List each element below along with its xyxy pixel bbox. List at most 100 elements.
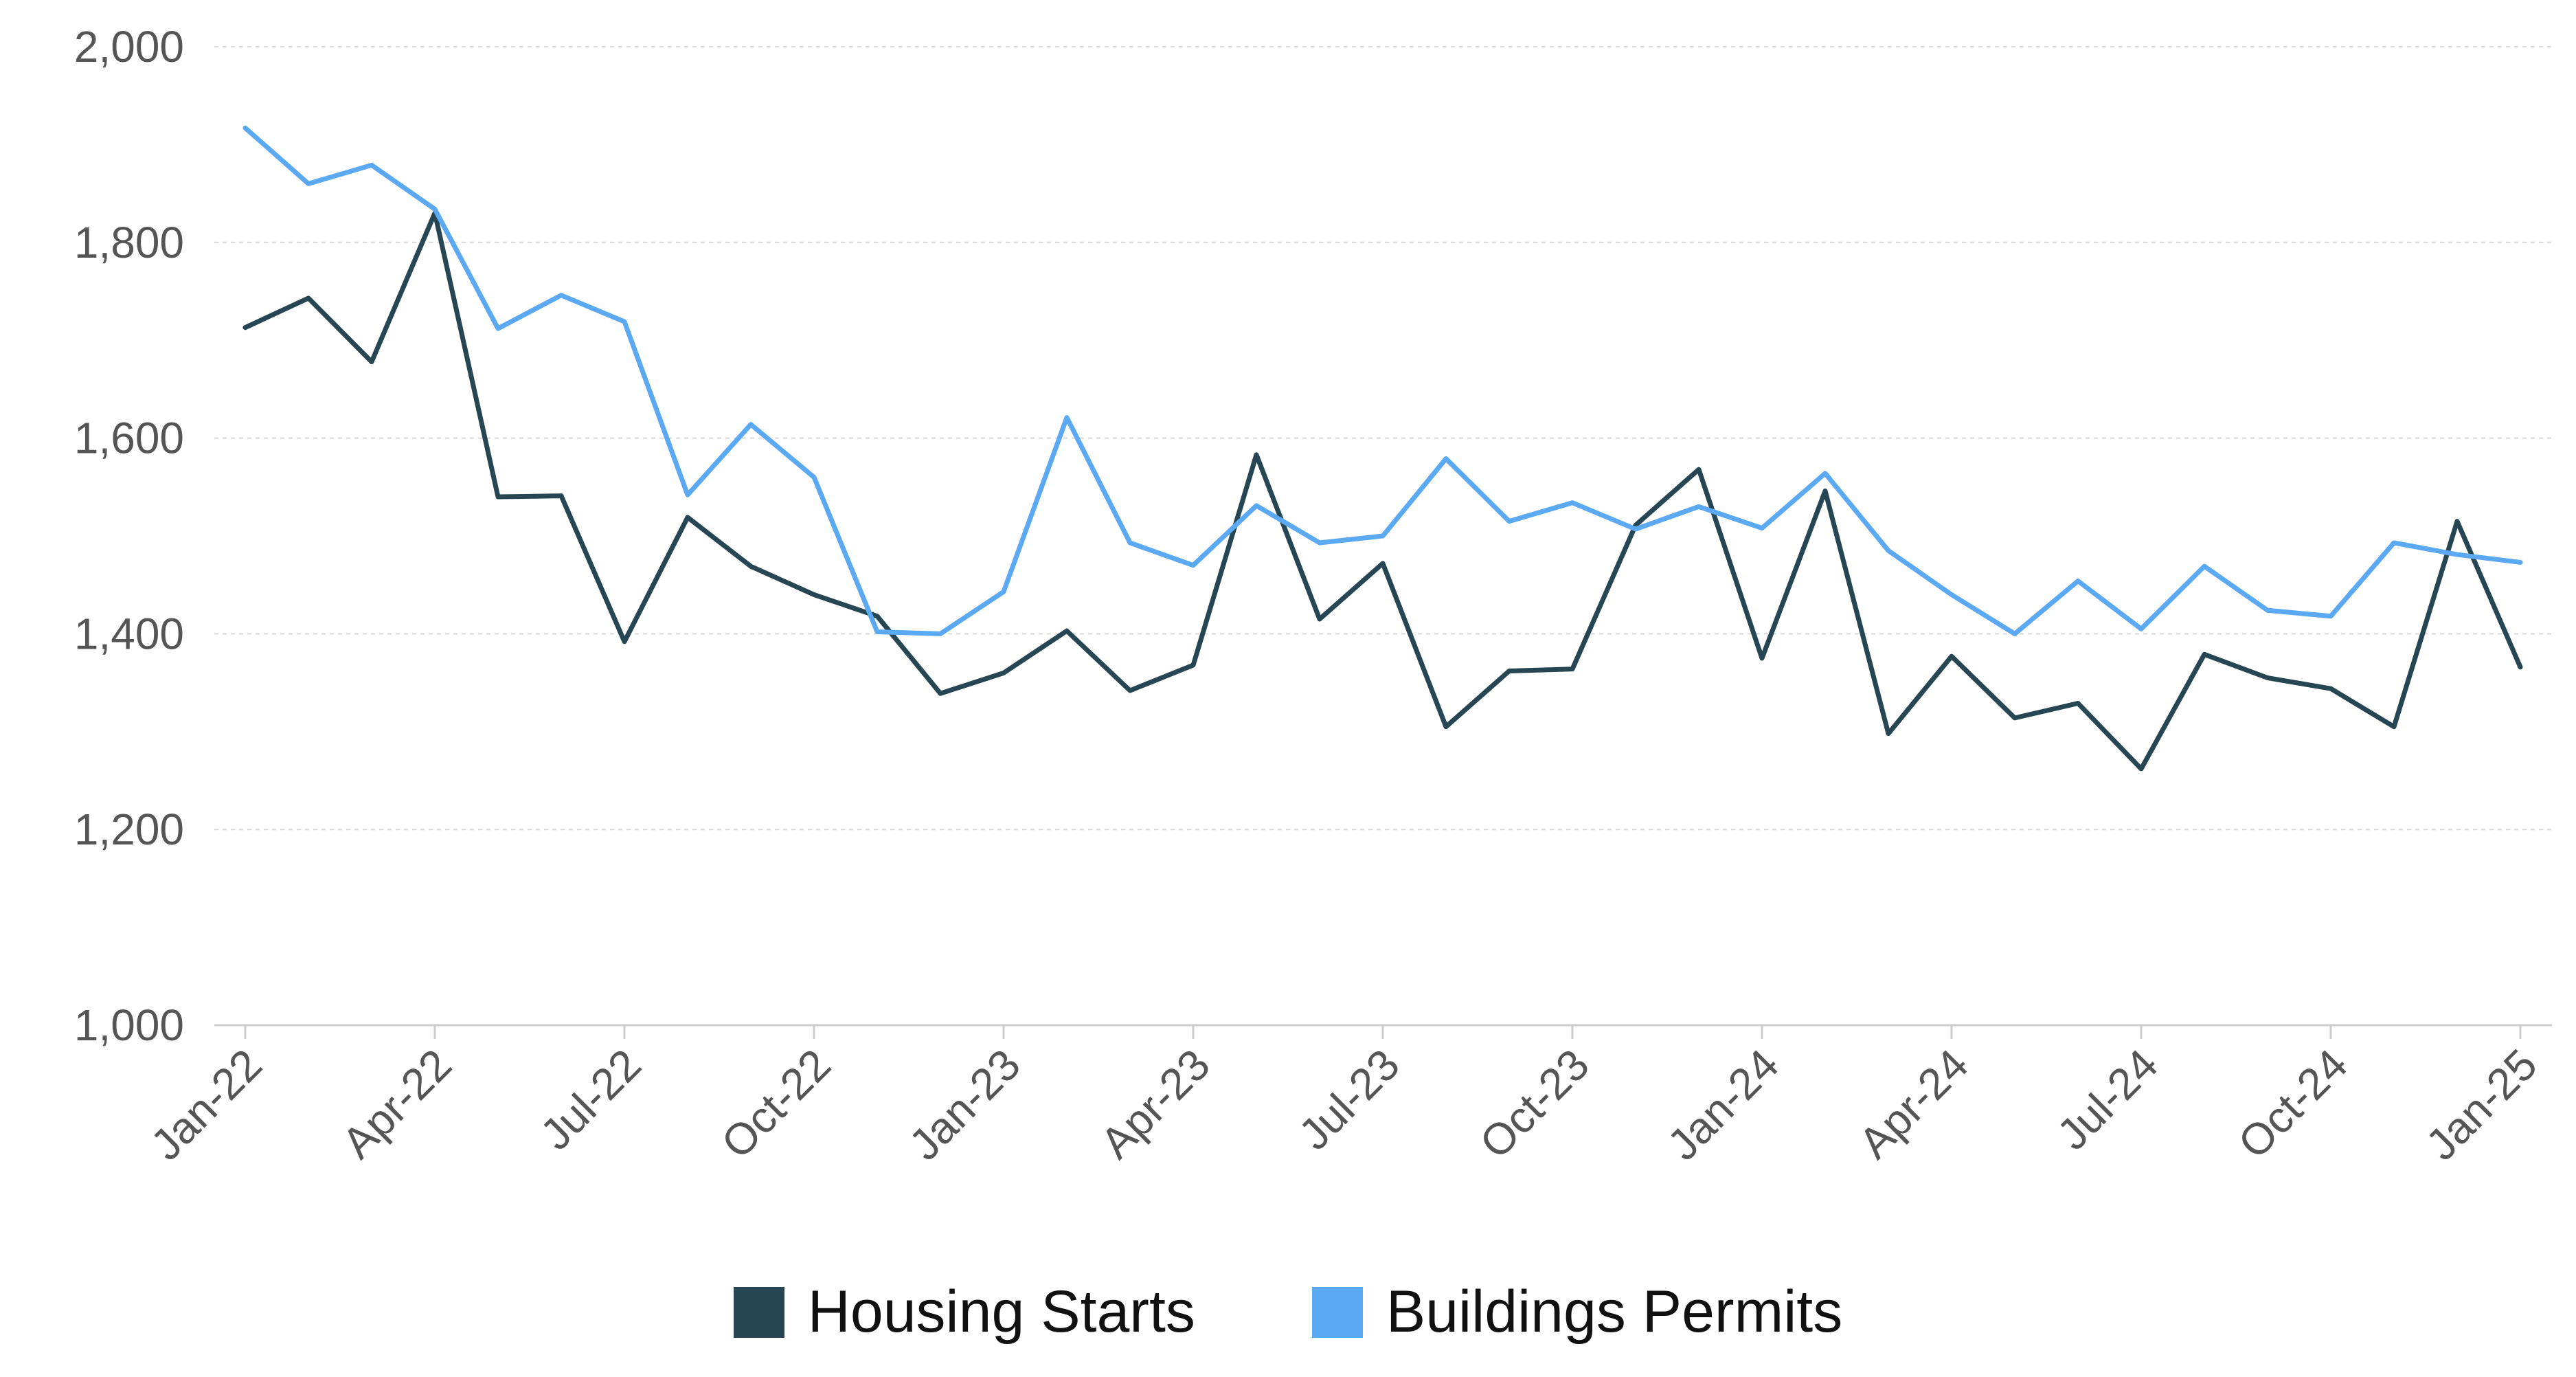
x-tick-label: Jan-23 bbox=[900, 1040, 1030, 1169]
series-lines bbox=[242, 125, 2523, 772]
data-point bbox=[1064, 415, 1070, 421]
data-point bbox=[1001, 589, 1006, 594]
data-point bbox=[685, 515, 690, 520]
data-point bbox=[1380, 533, 1386, 539]
data-point bbox=[2075, 701, 2081, 706]
data-point bbox=[2454, 552, 2460, 557]
data-point bbox=[1570, 667, 1575, 672]
data-point bbox=[1633, 526, 1638, 532]
data-point bbox=[1696, 504, 1702, 509]
data-point bbox=[938, 631, 943, 636]
data-point bbox=[685, 492, 690, 497]
data-point bbox=[1759, 656, 1765, 661]
x-tick-label: Oct-23 bbox=[1470, 1040, 1598, 1168]
data-point bbox=[1506, 669, 1512, 674]
data-point bbox=[432, 206, 438, 212]
data-point bbox=[1190, 563, 1196, 568]
x-tick-label: Jul-23 bbox=[1289, 1040, 1409, 1159]
x-tick-label: Apr-23 bbox=[1091, 1040, 1219, 1168]
data-point bbox=[1949, 653, 1954, 659]
y-tick-label: 1,400 bbox=[74, 609, 184, 658]
data-point bbox=[242, 325, 248, 331]
data-point bbox=[1443, 724, 1449, 730]
y-tick-label: 1,600 bbox=[74, 414, 184, 463]
legend-swatch-housing-starts bbox=[733, 1286, 784, 1338]
data-point bbox=[1696, 467, 1702, 472]
data-point bbox=[2265, 675, 2270, 680]
data-point bbox=[2138, 626, 2144, 631]
data-point bbox=[2328, 686, 2334, 691]
data-point bbox=[1127, 688, 1133, 693]
data-point bbox=[495, 494, 501, 500]
data-point bbox=[1822, 488, 1828, 493]
legend-label-buildings-permits: Buildings Permits bbox=[1386, 1279, 1843, 1345]
data-point bbox=[2202, 651, 2207, 657]
data-point bbox=[2138, 766, 2144, 772]
data-point bbox=[2202, 563, 2207, 569]
x-tick-label: Jul-24 bbox=[2048, 1040, 2167, 1159]
legend: Housing Starts Buildings Permits bbox=[0, 1278, 2576, 1346]
gridlines bbox=[214, 46, 2552, 831]
x-tick-label: Apr-22 bbox=[332, 1040, 461, 1168]
y-tick-label: 2,000 bbox=[74, 22, 184, 71]
data-point bbox=[1254, 452, 1259, 458]
data-point bbox=[748, 422, 754, 427]
series-line-housing-starts bbox=[242, 210, 2523, 772]
data-point bbox=[2012, 631, 2018, 636]
data-point bbox=[1949, 592, 1954, 597]
data-point bbox=[1064, 628, 1070, 634]
data-point bbox=[1886, 548, 1891, 553]
data-point bbox=[558, 293, 564, 298]
legend-swatch-buildings-permits bbox=[1311, 1286, 1363, 1338]
x-tick-label: Jul-22 bbox=[531, 1040, 651, 1159]
data-point bbox=[558, 493, 564, 499]
data-point bbox=[1822, 471, 1828, 476]
data-point bbox=[2518, 664, 2523, 670]
y-tick-label: 1,800 bbox=[74, 218, 184, 267]
x-tick-label: Jan-24 bbox=[1658, 1040, 1788, 1169]
data-point bbox=[1317, 540, 1322, 546]
data-point bbox=[369, 162, 374, 168]
data-point bbox=[938, 691, 943, 696]
legend-label-housing-starts: Housing Starts bbox=[807, 1279, 1195, 1345]
data-point bbox=[2265, 607, 2270, 613]
data-point bbox=[811, 592, 817, 597]
data-point bbox=[1886, 731, 1891, 737]
data-point bbox=[369, 359, 374, 365]
series-line-buildings-permits bbox=[242, 125, 2523, 636]
data-point bbox=[2012, 715, 2018, 721]
data-point bbox=[2391, 540, 2397, 546]
data-point bbox=[1570, 500, 1575, 506]
data-point bbox=[622, 319, 627, 324]
data-point bbox=[2454, 519, 2460, 524]
data-point bbox=[1254, 503, 1259, 508]
data-point bbox=[306, 295, 311, 301]
legend-item-buildings-permits[interactable]: Buildings Permits bbox=[1311, 1278, 1843, 1346]
data-point bbox=[242, 125, 248, 131]
x-tick-label: Oct-22 bbox=[712, 1040, 840, 1168]
data-point bbox=[1380, 561, 1386, 566]
data-point bbox=[748, 563, 754, 569]
data-point bbox=[1759, 526, 1765, 531]
data-point bbox=[2075, 579, 2081, 584]
y-tick-label: 1,000 bbox=[74, 1000, 184, 1050]
data-point bbox=[1127, 540, 1133, 546]
data-point bbox=[811, 475, 817, 480]
data-point bbox=[2328, 614, 2334, 619]
data-point bbox=[1317, 616, 1322, 622]
data-point bbox=[1190, 662, 1196, 668]
data-point bbox=[874, 614, 880, 619]
x-tick-label: Jan-22 bbox=[142, 1040, 271, 1169]
data-point bbox=[622, 639, 627, 645]
x-tick-label: Apr-24 bbox=[1849, 1040, 1978, 1168]
y-tick-label: 1,200 bbox=[74, 805, 184, 854]
data-point bbox=[2518, 559, 2523, 565]
data-point bbox=[1001, 670, 1006, 675]
legend-item-housing-starts[interactable]: Housing Starts bbox=[733, 1278, 1195, 1346]
data-point bbox=[306, 181, 311, 186]
data-point bbox=[1443, 456, 1449, 462]
x-tick-label: Oct-24 bbox=[2228, 1040, 2357, 1168]
x-tick-label: Jan-25 bbox=[2417, 1040, 2546, 1169]
